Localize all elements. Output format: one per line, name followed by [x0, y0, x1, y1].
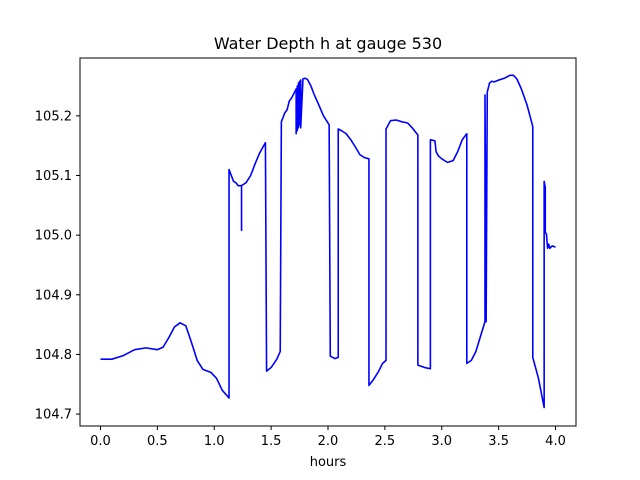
plot-area: [80, 58, 576, 426]
x-tick-label: 0.5: [147, 434, 168, 449]
y-tick-label: 105.2: [35, 109, 72, 124]
y-tick-label: 104.8: [35, 348, 72, 363]
x-tick-label: 2.5: [375, 434, 396, 449]
series-layer: [100, 74, 556, 409]
y-tick-label: 105.1: [35, 169, 72, 184]
x-tick-label: 1.0: [204, 434, 225, 449]
x-tick-label: 3.5: [488, 434, 509, 449]
x-tick-label: 2.0: [318, 434, 339, 449]
x-axis-label: hours: [310, 455, 347, 470]
y-tick-label: 104.7: [35, 408, 72, 423]
x-axis: 0.0 0.5 1.0 1.5 2.0 2.5 3.0 3.5 4.0: [90, 426, 566, 449]
y-tick-label: 105.0: [35, 229, 72, 244]
x-tick-label: 4.0: [545, 434, 566, 449]
x-tick-label: 1.5: [261, 434, 282, 449]
x-tick-label: 3.0: [431, 434, 452, 449]
y-axis: 104.7 104.8 104.9 105.0 105.1 105.2: [35, 109, 80, 423]
x-tick-label: 0.0: [90, 434, 111, 449]
y-tick-label: 104.9: [35, 288, 72, 303]
chart-title: Water Depth h at gauge 530: [214, 34, 442, 53]
series-line-0: [100, 74, 556, 409]
